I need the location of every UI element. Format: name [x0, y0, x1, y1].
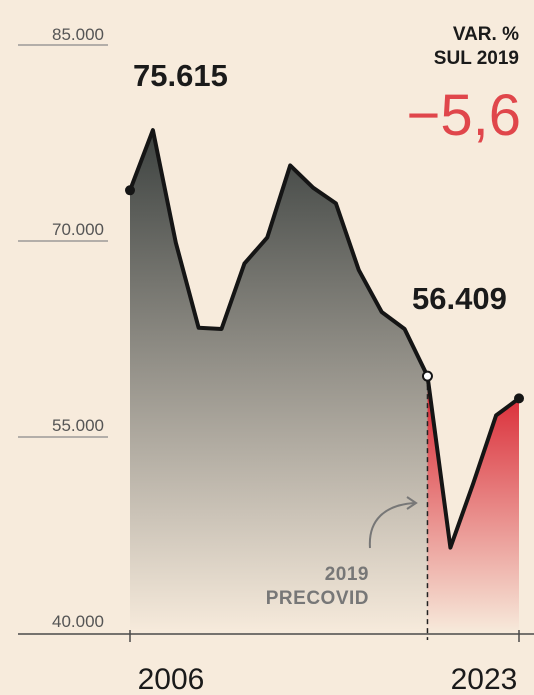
series-line: [128, 128, 521, 550]
y-tick-label: 55.000: [52, 416, 104, 435]
variation-label-line2: SUL 2019: [434, 48, 519, 69]
x-tick-label: 2006: [138, 663, 205, 695]
area-postcovid: [427, 376, 519, 634]
data-point-end: [514, 393, 524, 404]
annotation-line1: 2019: [325, 564, 369, 585]
data-point-2019: [421, 370, 433, 382]
y-tick-label: 40.000: [52, 612, 104, 631]
variation-label-line1: VAR. %: [453, 24, 519, 45]
annotation-arrow: [368, 502, 415, 549]
y-axis: 85.000 70.000 55.000 40.000: [18, 25, 108, 631]
data-point-start: [125, 185, 135, 196]
y-tick-label: 85.000: [52, 25, 104, 44]
y-tick-label: 70.000: [52, 220, 104, 239]
x-tick-label: 2023: [451, 663, 518, 695]
annotation-arrowhead: [406, 496, 418, 510]
annotation-line2: PRECOVID: [266, 588, 369, 609]
data-label-start: 75.615: [133, 58, 228, 93]
data-label-2019: 56.409: [412, 281, 507, 316]
variation-value: −5,6: [407, 83, 522, 148]
precovid-annotation: 2019 PRECOVID: [266, 496, 418, 609]
